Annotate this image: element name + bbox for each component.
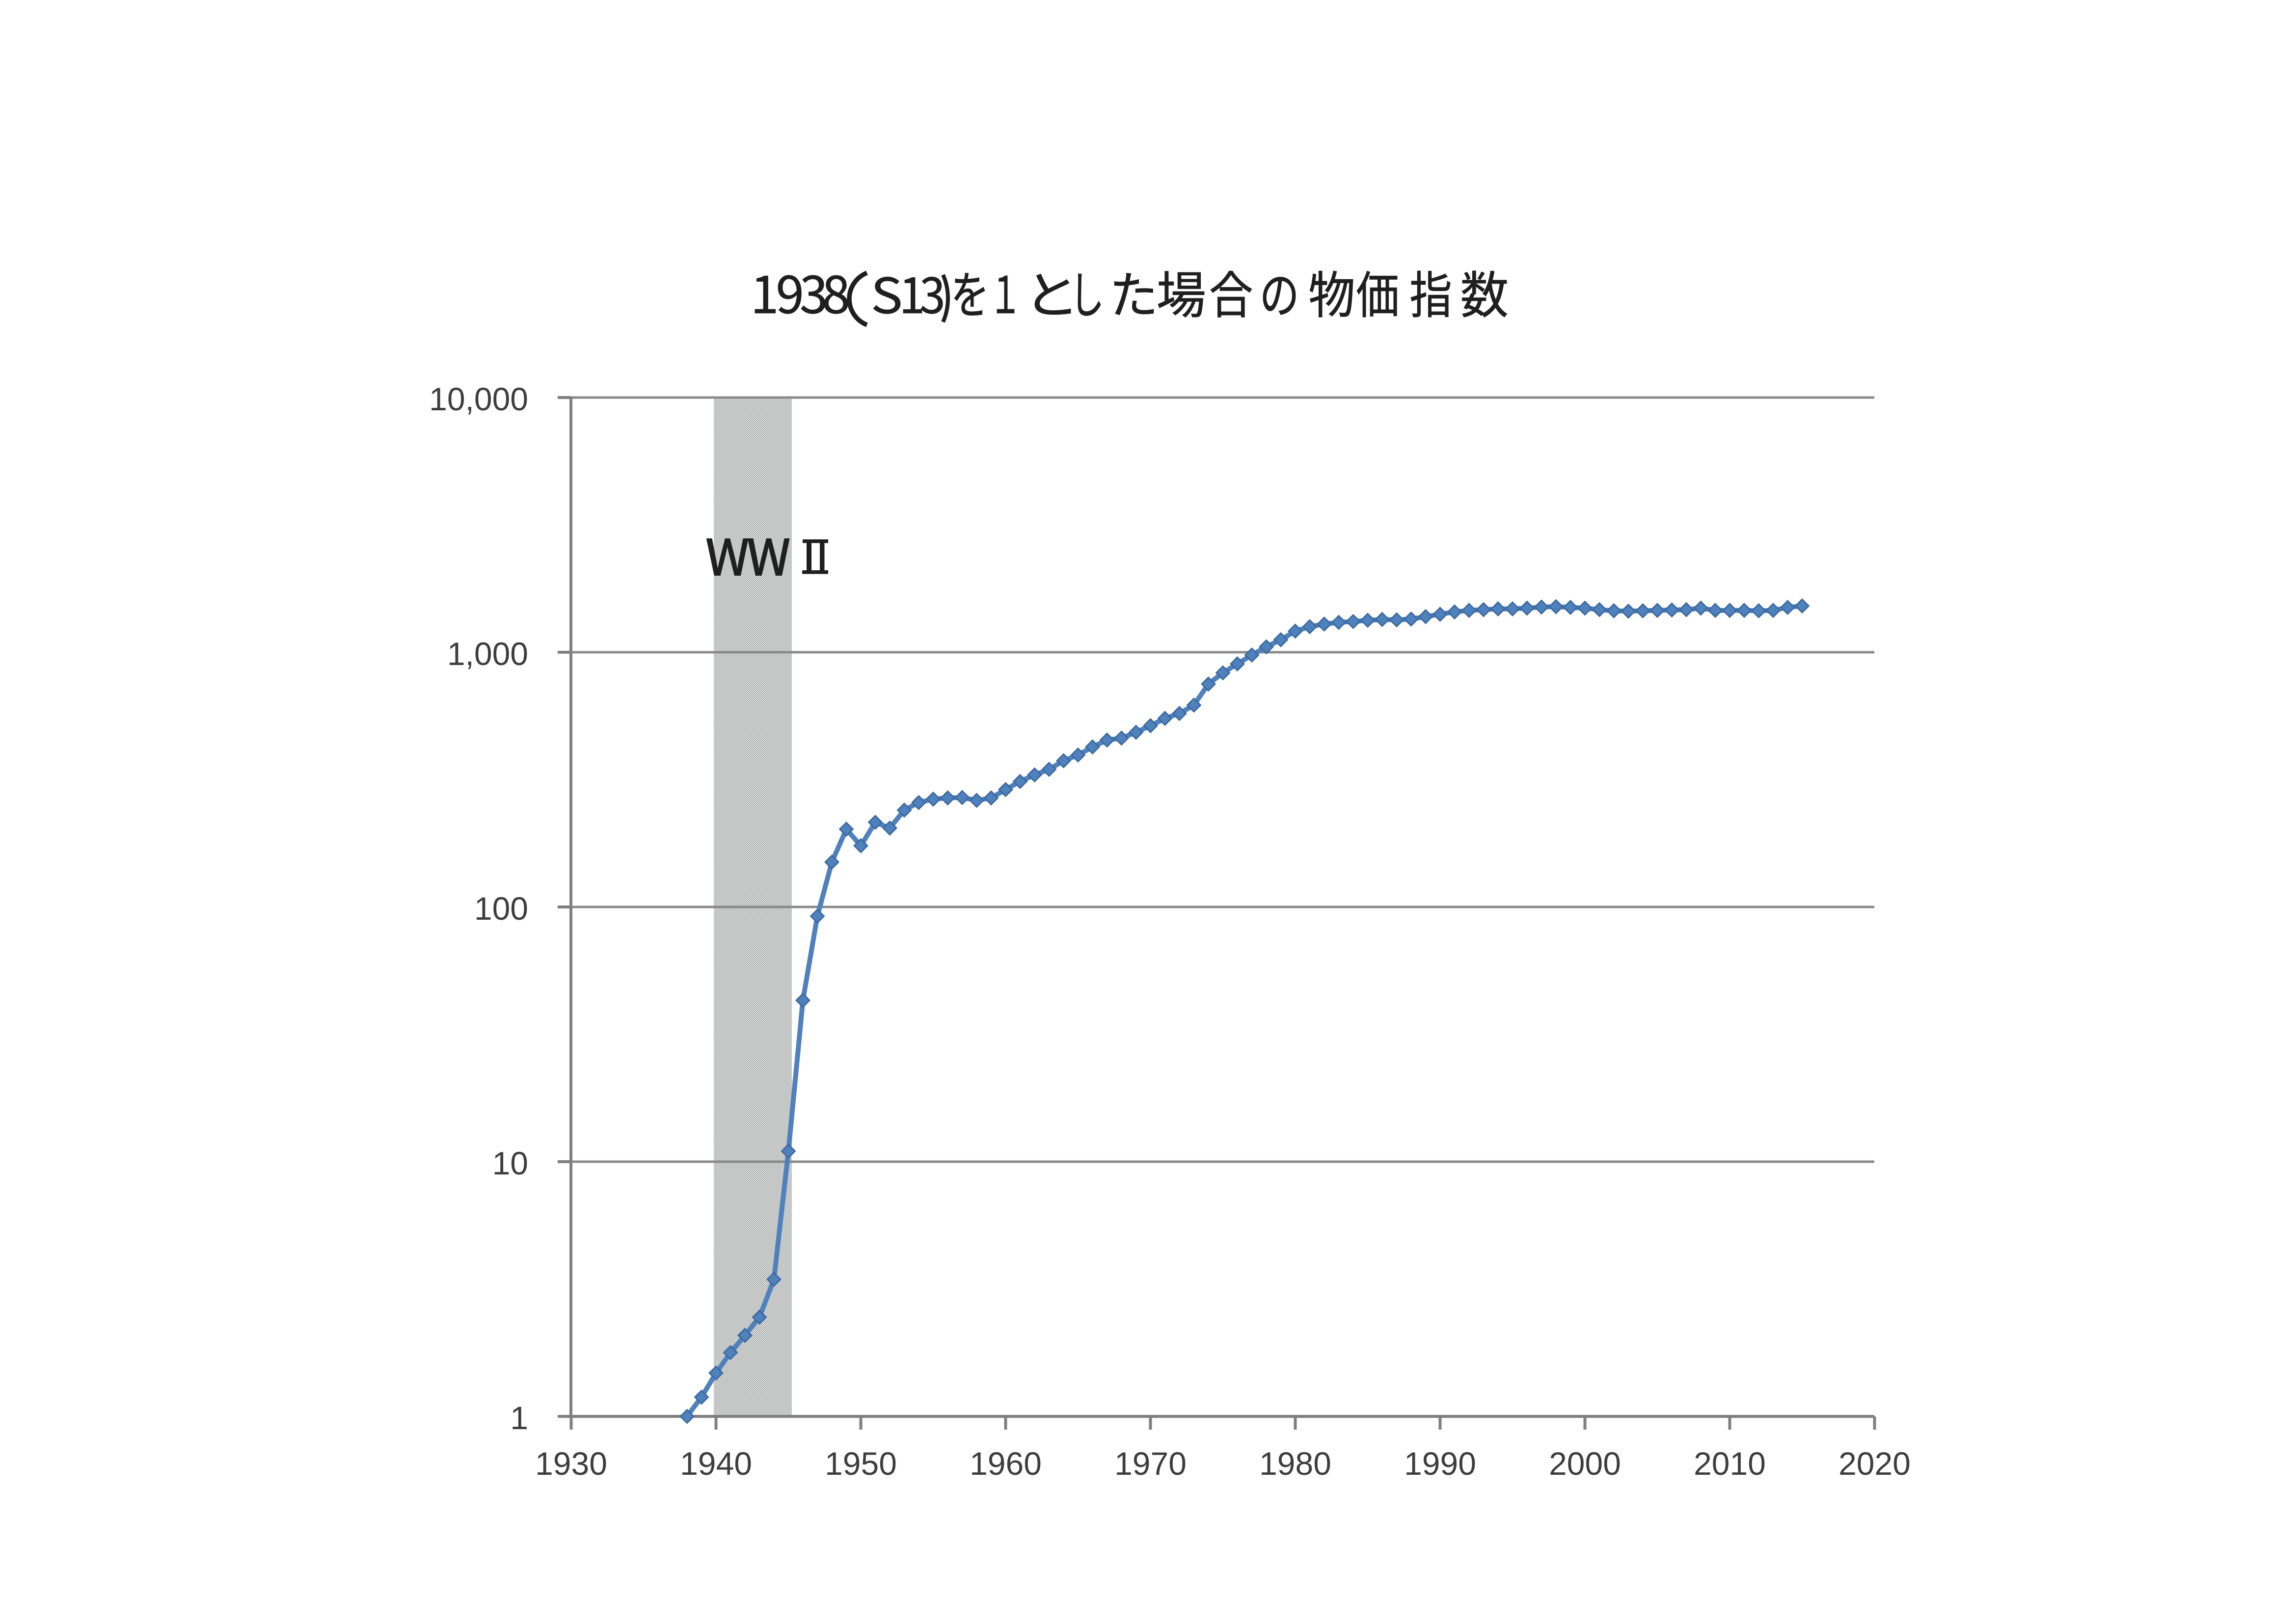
svg-text:2020: 2020 [1838, 1445, 1911, 1482]
svg-text:1930: 1930 [535, 1445, 607, 1482]
svg-text:2000: 2000 [1549, 1445, 1621, 1482]
svg-text:1970: 1970 [1114, 1445, 1187, 1482]
svg-text:1,000: 1,000 [447, 636, 528, 672]
svg-text:2010: 2010 [1694, 1445, 1766, 1482]
svg-text:100: 100 [474, 890, 528, 927]
svg-text:1960: 1960 [970, 1445, 1042, 1482]
svg-text:1990: 1990 [1404, 1445, 1476, 1482]
svg-text:1: 1 [510, 1400, 528, 1436]
svg-text:1980: 1980 [1259, 1445, 1331, 1482]
svg-text:1940: 1940 [680, 1445, 752, 1482]
svg-text:1950: 1950 [825, 1445, 897, 1482]
svg-text:10: 10 [492, 1145, 528, 1181]
svg-text:10,000: 10,000 [429, 381, 528, 417]
